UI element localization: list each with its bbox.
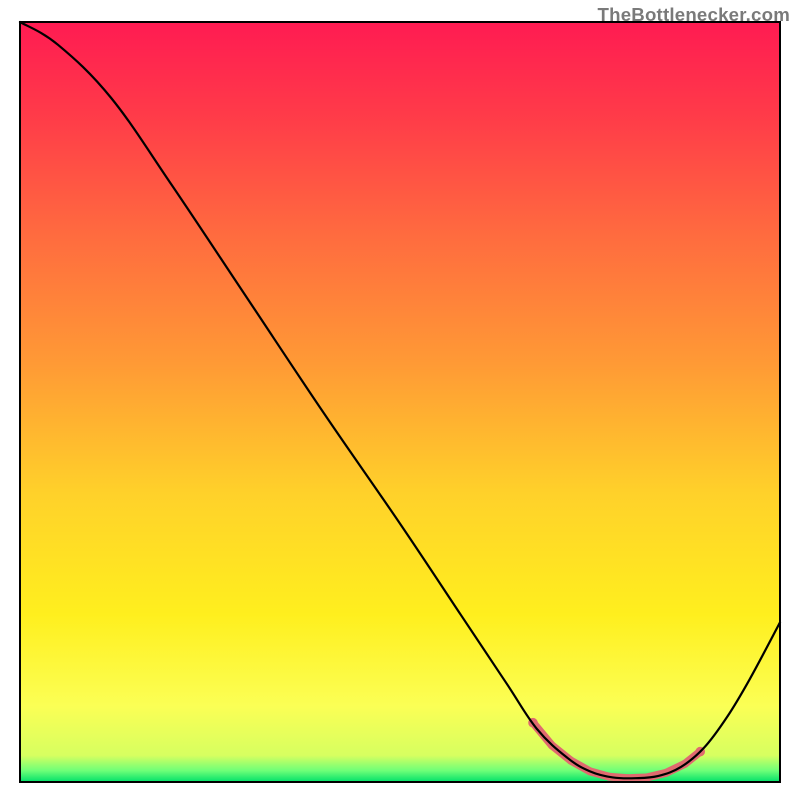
bottleneck-curve-chart <box>0 0 800 800</box>
plot-background <box>20 22 780 782</box>
chart-canvas: TheBottlenecker.com <box>0 0 800 800</box>
watermark-text: TheBottlenecker.com <box>598 4 791 26</box>
